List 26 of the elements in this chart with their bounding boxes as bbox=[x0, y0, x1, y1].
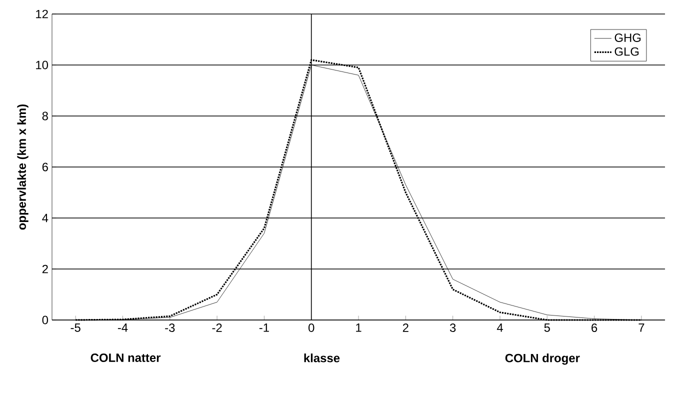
x-tick-label: -3 bbox=[165, 324, 175, 332]
y-axis-title: oppervlakte (km x km) bbox=[17, 104, 28, 230]
x-axis-title: klasse bbox=[304, 354, 340, 362]
y-tick-label: 10 bbox=[36, 60, 48, 70]
x-tick-label: 5 bbox=[544, 324, 550, 332]
x-tick-label: 4 bbox=[496, 324, 503, 332]
y-tick-label: 6 bbox=[42, 162, 48, 172]
x-tick-label: -1 bbox=[259, 324, 269, 332]
x-tick-label: -4 bbox=[118, 324, 128, 332]
x-tick-label: -5 bbox=[70, 324, 80, 332]
x-tick-label: 0 bbox=[308, 324, 314, 332]
x-tick-label: 7 bbox=[638, 324, 644, 332]
y-tick-label: 2 bbox=[42, 264, 48, 274]
y-tick-label: 8 bbox=[42, 112, 48, 120]
y-tick-label: 12 bbox=[36, 10, 48, 18]
x-tick-label: 2 bbox=[402, 324, 408, 332]
x-tick-label: 6 bbox=[592, 324, 598, 332]
y-tick-label: 0 bbox=[42, 316, 48, 324]
x-tick-label: -2 bbox=[212, 324, 222, 332]
y-tick-label: 4 bbox=[42, 214, 48, 222]
legend-label: GLG bbox=[614, 47, 639, 56]
text: COLN natter bbox=[90, 354, 161, 362]
x-tick-label: 1 bbox=[356, 324, 362, 332]
x-tick-label: 3 bbox=[450, 324, 456, 332]
legend-label: GHG bbox=[614, 33, 641, 42]
text: COLN droger bbox=[505, 354, 580, 365]
